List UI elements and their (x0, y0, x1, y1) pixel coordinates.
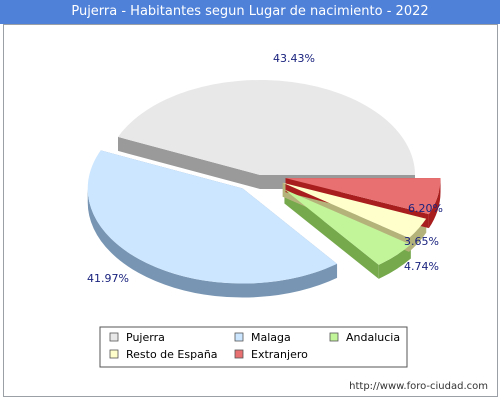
data-label-extranjero: 6.20% (408, 202, 443, 215)
legend-swatch-pujerra (109, 332, 119, 342)
chart-title: Pujerra - Habitantes segun Lugar de naci… (0, 0, 500, 24)
data-label-andalucia: 4.74% (404, 260, 439, 273)
pie-labels: 43.43% 41.97% 4.74% 3.65% 6.20% (87, 52, 443, 285)
legend-label-andalucia: Andalucia (346, 331, 400, 344)
legend-label-resto-de-espana: Resto de España (126, 348, 218, 361)
slice-resto-de-espana (282, 182, 427, 238)
legend: Pujerra Malaga Andalucia Resto de España Ext… (99, 326, 408, 368)
slice-malaga (87, 150, 338, 284)
legend-label-pujerra: Pujerra (126, 331, 165, 344)
slice-pujerra (118, 79, 416, 175)
slice-andalucia (284, 189, 411, 265)
legend-swatch-andalucia (329, 332, 339, 342)
data-label-resto-de-espana: 3.65% (404, 235, 439, 248)
legend-box (99, 326, 408, 368)
legend-swatch-extranjero (234, 349, 244, 359)
data-label-pujerra: 43.43% (273, 52, 315, 65)
source-url: http://www.foro-ciudad.com (349, 381, 488, 392)
slice-extranjero (285, 178, 441, 215)
legend-label-malaga: Malaga (251, 331, 291, 344)
data-label-malaga: 41.97% (87, 272, 129, 285)
legend-label-extranjero: Extranjero (251, 348, 308, 361)
legend-swatch-malaga (234, 332, 244, 342)
pie-slices (87, 79, 441, 298)
legend-swatch-resto-de-espana (109, 349, 119, 359)
